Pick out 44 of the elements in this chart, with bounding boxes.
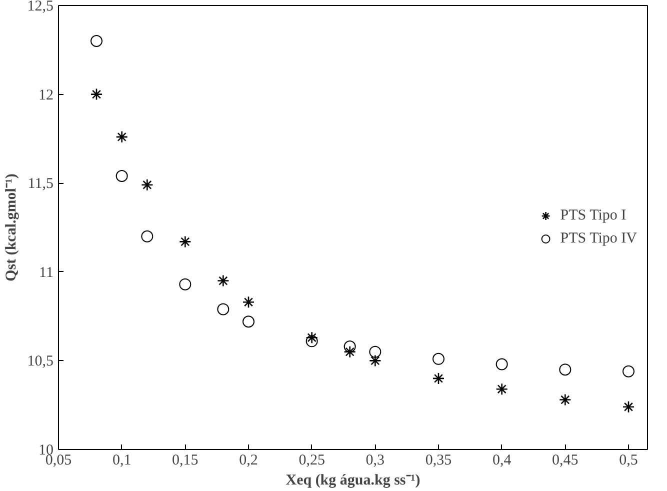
y-tick-label: 11	[39, 264, 54, 281]
legend-label: PTS Tipo I	[560, 207, 626, 224]
point	[179, 278, 192, 290]
point	[432, 352, 444, 365]
y-tick-label: 11,5	[28, 176, 54, 192]
x-tick-label: 0,4	[492, 452, 512, 468]
y-tick-label: 10,5	[27, 354, 54, 370]
point	[496, 382, 508, 396]
point	[90, 35, 102, 48]
point	[242, 316, 254, 328]
x-tick-label: 0,25	[298, 452, 325, 468]
point	[344, 340, 356, 352]
x-tick-label: 0,5	[619, 452, 638, 468]
x-tick-label: 0,45	[552, 452, 578, 468]
point	[622, 365, 634, 378]
point	[369, 346, 382, 358]
x-tick-label: 0,15	[172, 452, 198, 468]
point	[432, 372, 445, 385]
point	[217, 274, 230, 287]
point	[344, 346, 356, 358]
point	[217, 303, 230, 316]
point	[306, 331, 318, 344]
point	[179, 236, 192, 248]
point	[116, 170, 128, 182]
y-tick-label: 12	[38, 87, 54, 104]
x-tick-label: 0,3	[366, 452, 385, 468]
legend-label: PTS Tipo IV	[560, 230, 637, 247]
point	[116, 130, 128, 144]
x-tick-label: 0,35	[425, 452, 452, 468]
point	[242, 296, 255, 308]
point	[496, 358, 508, 370]
x-axis-title: Xeq (kg água.kg ss⁻¹)	[286, 472, 420, 488]
point	[622, 400, 635, 414]
y-axis-title: Qst (kcal.gmol⁻¹)	[3, 174, 20, 282]
point	[90, 88, 103, 100]
x-tick-label: 0,1	[112, 452, 132, 468]
y-tick-label: 12,5	[27, 0, 54, 14]
point	[141, 230, 154, 242]
x-tick-label: 0,2	[239, 452, 258, 468]
point	[141, 178, 154, 192]
point	[369, 354, 382, 367]
point	[306, 335, 318, 348]
point	[559, 394, 572, 406]
point	[559, 364, 572, 376]
